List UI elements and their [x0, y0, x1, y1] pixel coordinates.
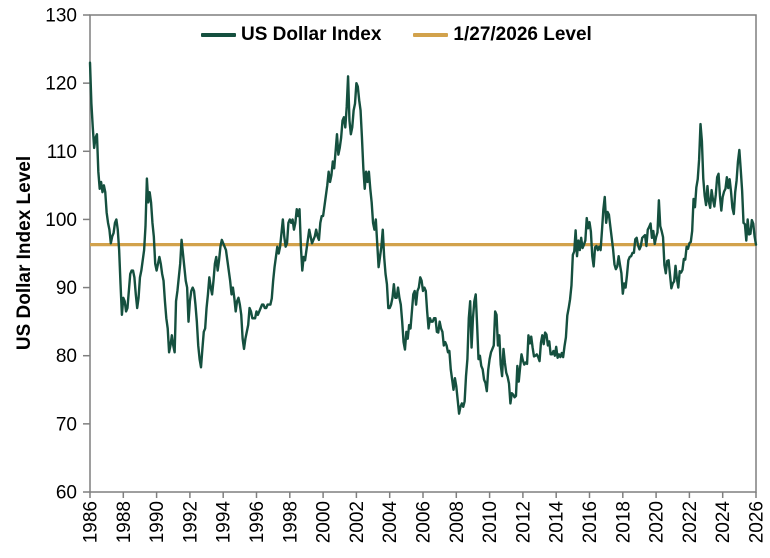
x-axis-tick-label: 2010: [480, 501, 501, 543]
x-axis-tick-label: 2022: [680, 501, 701, 543]
x-axis-tick-label: 2020: [647, 501, 668, 543]
x-axis-tick-label: 1990: [147, 501, 168, 543]
x-axis-tick-label: 2002: [347, 501, 368, 543]
us-dollar-index-line: [88, 61, 758, 415]
x-axis-tick-label: 1998: [280, 501, 301, 543]
y-axis-tick-label: 130: [45, 6, 77, 27]
x-axis-tick-label: 2004: [380, 501, 401, 544]
y-axis-tick-label: 110: [47, 142, 77, 163]
x-axis-tick-label: 1994: [214, 501, 235, 544]
y-axis-tick-label: 120: [45, 74, 77, 95]
x-axis-tick-label: 1988: [114, 501, 135, 543]
x-axis-tick-label: 2024: [713, 501, 734, 544]
x-axis-tick-label: 1992: [180, 501, 201, 543]
x-axis-tick-label: 2026: [747, 501, 768, 543]
legend-item-us-dollar-index: US Dollar Index: [201, 24, 381, 46]
x-axis-tick-label: 2006: [414, 501, 435, 543]
legend-label-us-dollar-index: US Dollar Index: [241, 24, 382, 45]
legend: US Dollar Index 1/27/2026 Level: [201, 24, 592, 46]
x-axis-tick-label: 2014: [547, 501, 568, 544]
legend-label-reference-level: 1/27/2026 Level: [453, 24, 592, 45]
x-axis-tick-label: 2016: [580, 501, 601, 543]
y-axis-tick-label: 60: [56, 483, 77, 504]
x-axis-tick-label: 2008: [447, 501, 468, 543]
legend-item-reference-level: 1/27/2026 Level: [413, 24, 592, 46]
y-axis-tick-label: 90: [56, 278, 77, 299]
plot-frame: [89, 14, 757, 493]
x-axis-tick-label: 2018: [613, 501, 634, 543]
x-axis-tick-label: 2012: [513, 501, 534, 543]
y-axis-title: US Dollar Index Level: [14, 155, 35, 351]
gold-line-swatch-icon: [413, 33, 449, 37]
x-axis-tick-label: 1996: [247, 501, 268, 543]
x-axis-tick-label: 2000: [314, 501, 335, 543]
y-axis-tick-label: 80: [56, 346, 77, 367]
y-axis-tick-label: 70: [56, 414, 77, 435]
green-line-swatch-icon: [201, 33, 236, 37]
x-axis-tick-label: 1986: [81, 501, 102, 543]
y-axis-tick-label: 100: [45, 210, 77, 231]
